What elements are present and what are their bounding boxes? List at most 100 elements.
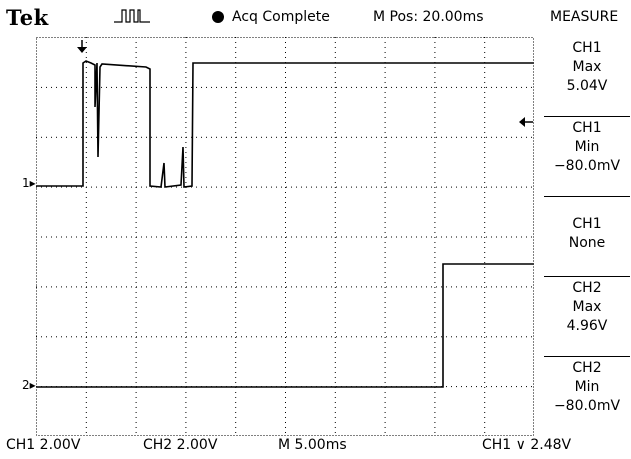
measure-slot-4[interactable]: CH2 Max 4.96V bbox=[544, 277, 630, 357]
grid-dot bbox=[85, 242, 87, 243]
ch2-marker-label: 2 bbox=[22, 378, 30, 392]
grid-dot bbox=[96, 136, 97, 138]
grid-dot bbox=[241, 186, 242, 188]
grid-dot bbox=[85, 257, 87, 258]
grid-dot bbox=[216, 236, 217, 238]
grid-dot bbox=[384, 272, 386, 273]
grid-dot bbox=[484, 142, 486, 143]
grid-dot bbox=[266, 286, 267, 288]
grid-dot bbox=[235, 117, 237, 118]
measure-slot-3[interactable]: CH1 None bbox=[544, 197, 630, 277]
grid-dot bbox=[235, 222, 237, 223]
measure-slot-5[interactable]: CH2 Min −80.0mV bbox=[544, 357, 630, 436]
grid-dot bbox=[161, 336, 162, 338]
grid-dot bbox=[136, 86, 137, 88]
grid-dot bbox=[51, 136, 52, 138]
grid-dot bbox=[226, 286, 227, 288]
grid-dot bbox=[235, 377, 237, 378]
grid-dot bbox=[131, 186, 132, 188]
grid-dot bbox=[531, 136, 532, 138]
grid-dot bbox=[121, 236, 122, 238]
grid-dot bbox=[285, 287, 286, 288]
grid-dot bbox=[386, 286, 387, 288]
grid-dot bbox=[111, 236, 112, 238]
grid-dot bbox=[135, 377, 137, 378]
grid-dot bbox=[334, 412, 336, 413]
grid-dot bbox=[311, 186, 312, 188]
grid-dot bbox=[235, 322, 237, 323]
grid-dot bbox=[251, 86, 252, 88]
grid-dot bbox=[286, 236, 287, 238]
grid-dot bbox=[484, 352, 486, 353]
grid-dot bbox=[351, 86, 352, 88]
grid-dot bbox=[334, 207, 336, 208]
grid-dot bbox=[135, 67, 137, 68]
measure-slot-1[interactable]: CH1 Max 5.04V bbox=[544, 37, 630, 117]
grid-dot bbox=[86, 86, 87, 88]
grid-dot bbox=[235, 287, 237, 288]
grid-dot bbox=[41, 136, 42, 138]
grid-dot bbox=[235, 367, 237, 368]
grid-dot bbox=[231, 136, 232, 138]
grid-dot bbox=[185, 197, 187, 198]
grid-dot bbox=[434, 342, 436, 343]
grid-dot bbox=[496, 86, 497, 88]
grid-dot bbox=[135, 42, 137, 43]
grid-dot bbox=[135, 432, 137, 433]
grid-dot bbox=[501, 386, 502, 388]
grid-dot bbox=[285, 152, 286, 153]
grid-dot bbox=[211, 236, 212, 238]
grid-dot bbox=[185, 417, 187, 418]
grid-dot bbox=[476, 236, 477, 238]
grid-dot bbox=[285, 102, 286, 103]
grid-dot bbox=[186, 286, 187, 288]
grid-dot bbox=[384, 252, 386, 253]
grid-dot bbox=[291, 186, 292, 188]
grid-dot bbox=[285, 167, 286, 168]
grid-dot bbox=[235, 232, 237, 233]
grid-dot bbox=[376, 286, 377, 288]
grid-dot bbox=[71, 186, 72, 188]
grid-dot bbox=[456, 236, 457, 238]
grid-dot bbox=[431, 336, 432, 338]
grid-dot bbox=[85, 322, 87, 323]
grid-dot bbox=[366, 236, 367, 238]
grid-dot bbox=[436, 86, 437, 88]
grid-dot bbox=[135, 362, 137, 363]
grid-dot bbox=[334, 267, 336, 268]
grid-dot bbox=[85, 302, 87, 303]
grid-dot bbox=[121, 336, 122, 338]
grid-dot bbox=[384, 52, 386, 53]
measure-slot-2[interactable]: CH1 Min −80.0mV bbox=[544, 117, 630, 197]
ch1-marker-label: 1 bbox=[22, 176, 30, 190]
grid-dot bbox=[285, 252, 286, 253]
grid-dot bbox=[285, 212, 286, 213]
grid-dot bbox=[484, 122, 486, 123]
grid-dot bbox=[266, 186, 267, 188]
grid-dot bbox=[384, 172, 386, 173]
grid-dot bbox=[285, 392, 286, 393]
grid-dot bbox=[531, 386, 532, 388]
grid-dot bbox=[531, 86, 532, 88]
grid-dot bbox=[96, 286, 97, 288]
grid-dot bbox=[41, 286, 42, 288]
grid-dot bbox=[384, 292, 386, 293]
grid-dot bbox=[185, 167, 187, 168]
grid-dot bbox=[346, 86, 347, 88]
measure-menu-title: MEASURE bbox=[550, 9, 619, 25]
grid-dot bbox=[484, 337, 486, 338]
grid-dot bbox=[484, 167, 486, 168]
grid-dot bbox=[451, 286, 452, 288]
grid-dot bbox=[85, 397, 87, 398]
grid-dot bbox=[484, 67, 486, 68]
grid-dot bbox=[321, 86, 322, 88]
m-position-readout: M Pos: 20.00ms bbox=[373, 9, 484, 25]
grid-dot bbox=[51, 186, 52, 188]
waveform-display[interactable] bbox=[36, 37, 534, 436]
grid-dot bbox=[285, 257, 286, 258]
grid-dot bbox=[434, 67, 436, 68]
grid-dot bbox=[185, 362, 187, 363]
grid-dot bbox=[384, 332, 386, 333]
grid-dot bbox=[434, 362, 436, 363]
grid-dot bbox=[185, 252, 187, 253]
